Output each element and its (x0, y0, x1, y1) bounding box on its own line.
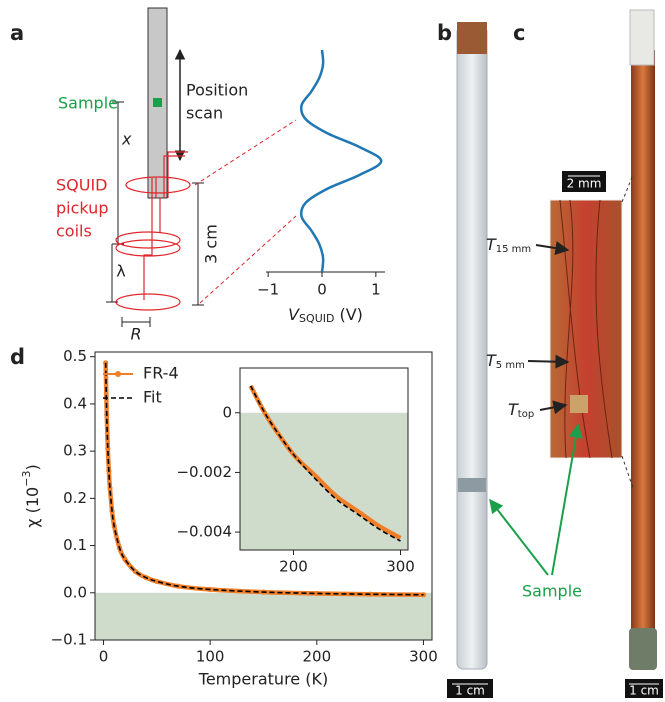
arrow (535, 241, 570, 255)
x-axis-label: VSQUID (V) (288, 305, 363, 326)
y-tick-label: 0.0 (63, 583, 87, 601)
thermometer-label: T15 mm (486, 235, 531, 256)
sample-photo (570, 395, 588, 413)
diagram: Sample Position scan x SQUID pickup coil… (56, 7, 297, 344)
arrow (551, 423, 583, 576)
label-part: −3 (20, 471, 33, 487)
sample-photo-label: Sample (522, 582, 582, 601)
rod-bottom (629, 628, 657, 670)
tube-cap (457, 22, 487, 54)
plot-frame (239, 367, 409, 551)
legend-label: FR-4 (143, 364, 179, 383)
y-axis-label: χ (10−3) (20, 464, 42, 527)
negative-region (95, 592, 432, 640)
x-tick-label: 1 (371, 281, 381, 299)
data-point (107, 485, 113, 491)
wires (559, 199, 613, 459)
label-part: V (288, 305, 300, 324)
x-axis-label: Temperature (K) (198, 670, 328, 689)
sample-marker (153, 98, 162, 107)
sample-label: Sample (58, 94, 118, 113)
plot-area (103, 360, 427, 598)
x-tick-label: 200 (303, 648, 332, 666)
x-tick-label: 200 (279, 558, 308, 576)
y-tick-label: −0.002 (176, 463, 232, 481)
data-point (154, 578, 160, 585)
coils (115, 151, 191, 311)
panel-label: b (437, 21, 452, 45)
label-part: ) (23, 464, 42, 470)
panel-label: c (513, 21, 525, 45)
thermometer-label: T5 mm (486, 351, 525, 372)
y-tick-label: −0.1 (51, 631, 87, 649)
panel-label: a (10, 21, 24, 45)
zoom-line (621, 174, 634, 203)
rod-top (629, 9, 655, 66)
label-part: (V) (339, 305, 362, 324)
signal-line (299, 49, 383, 273)
arrow (539, 400, 568, 415)
x-tick-label: 0 (317, 281, 327, 299)
fit-line (249, 385, 401, 542)
data-point (314, 590, 320, 597)
lambda-label: λ (116, 262, 125, 281)
plot-area (248, 384, 402, 542)
data-point (105, 445, 111, 451)
scan-label: scan (186, 104, 223, 123)
x-tick-label: 0 (99, 648, 109, 666)
scale-bar-label: 1 cm (455, 684, 485, 698)
projection-line (199, 215, 297, 304)
photo-b: 1 cm (447, 22, 493, 698)
data-point (420, 592, 427, 598)
radius-label: R (130, 325, 141, 344)
x-tick-label: 300 (409, 648, 438, 666)
data-line (248, 384, 402, 541)
photo-c: 2 mm 1 cm T15 mm T5 mm Ttop Sample (486, 9, 663, 698)
arrow (527, 354, 570, 369)
legend-label: Fit (143, 388, 162, 407)
y-tick-label: 0.4 (63, 394, 87, 412)
x-label: x (121, 130, 132, 149)
y-tick-label: 0 (222, 403, 232, 421)
arrow (489, 498, 549, 576)
x-tick-label: 300 (386, 558, 415, 576)
rod-photo (631, 50, 655, 640)
tube (456, 25, 488, 670)
y-tick-label: 0.3 (63, 442, 87, 460)
thermometer-label: Ttop (508, 400, 534, 421)
y-tick-label: −0.004 (176, 523, 232, 541)
coils-label: pickup (56, 199, 108, 218)
coils-label: SQUID (56, 176, 108, 195)
scan-label: Position (186, 81, 248, 100)
label-part: SQUID (299, 312, 334, 325)
y-tick-label: 0.1 (63, 536, 87, 554)
label-part: χ (10 (23, 487, 42, 528)
y-tick-label: 0.5 (63, 347, 87, 365)
y-tick-label: 0.2 (63, 489, 87, 507)
panel-label: d (10, 345, 25, 369)
tube-sample (458, 478, 486, 492)
projection-line (194, 119, 297, 186)
plot-frame (94, 351, 433, 641)
zoom-photo (549, 199, 623, 459)
coils-label: coils (56, 222, 92, 241)
scale-bar-label: 1 cm (629, 684, 659, 698)
fit-line (104, 362, 424, 596)
height-label: 3 cm (202, 224, 221, 264)
x-tick-label: 100 (196, 648, 225, 666)
scale-bar-label: 2 mm (567, 177, 602, 191)
legend-marker (115, 371, 121, 377)
x-tick-label: −1 (257, 281, 279, 299)
